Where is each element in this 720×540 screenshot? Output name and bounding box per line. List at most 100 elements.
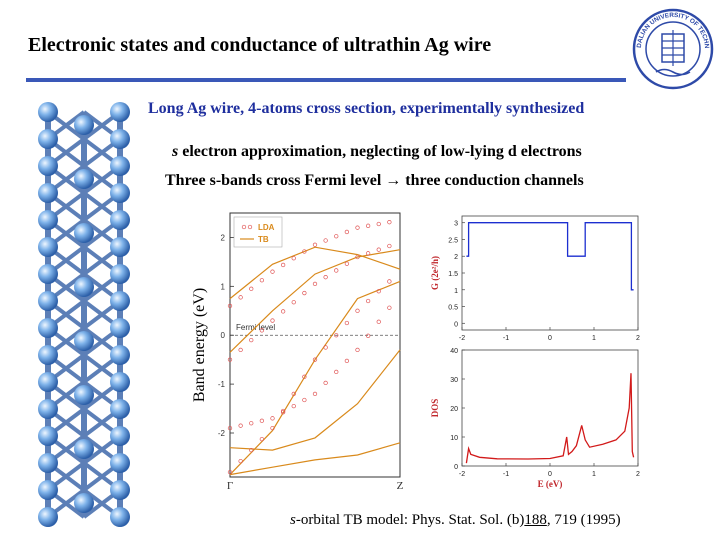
lda-band-point <box>365 298 371 304</box>
atom <box>110 264 130 284</box>
bullet-conduction-channels: Three s-bands cross Fermi level → three … <box>165 172 584 189</box>
lda-band-point <box>291 256 296 261</box>
lda-band-point <box>227 303 233 309</box>
atom <box>38 453 58 473</box>
atom <box>110 507 130 527</box>
atom <box>38 345 58 365</box>
atom <box>38 507 58 527</box>
lda-band-point <box>280 262 286 268</box>
y-tick-label: 2 <box>221 233 226 242</box>
atom <box>110 156 130 176</box>
conductance-y-tick-label: 0 <box>454 321 458 328</box>
title-underline <box>26 78 626 82</box>
atom <box>38 399 58 419</box>
tb-band-line <box>229 442 401 476</box>
atom <box>38 318 58 338</box>
lda-band-point <box>312 391 318 397</box>
lda-band-point <box>280 410 286 415</box>
lda-band-point <box>344 261 350 266</box>
lda-band-point <box>312 281 318 287</box>
dos-chart: 0 10 20 30 40 -2 -1 0 1 2 DOS E (eV) <box>430 348 640 489</box>
dos-y-tick-label: 20 <box>450 406 458 413</box>
atom <box>38 426 58 446</box>
conductance-frame <box>461 215 639 331</box>
ag-nanowire-illustration <box>38 102 130 527</box>
lda-band-point <box>291 403 296 409</box>
lda-band-point <box>227 469 233 475</box>
conductance-chart: 0 0.5 1 1.5 2 2.5 3 -2 -1 0 1 2 G (2e²/h) <box>430 215 640 342</box>
atom <box>74 223 94 243</box>
lda-band-point <box>238 347 243 353</box>
dos-x-tick-label: 1 <box>592 471 596 478</box>
atom <box>110 345 130 365</box>
atom <box>110 426 130 446</box>
atom <box>74 115 94 135</box>
atom <box>38 102 58 122</box>
lda-band-point <box>238 458 243 464</box>
lda-band-point <box>344 320 350 326</box>
lda-band-point <box>387 243 392 249</box>
atom <box>110 129 130 149</box>
atom <box>74 439 94 459</box>
lda-band-point <box>355 254 360 260</box>
tb-band-line <box>229 246 401 300</box>
x-tick-label: Γ <box>227 480 233 492</box>
atom <box>110 210 130 230</box>
lda-band-point <box>323 345 328 350</box>
band-legend-box <box>233 216 283 248</box>
lda-band-point <box>334 268 339 273</box>
lda-band-point <box>238 295 243 300</box>
atom <box>110 453 130 473</box>
dos-frame <box>461 349 639 467</box>
tb-band-line <box>229 280 401 476</box>
conductance-y-tick-label: 1 <box>454 288 458 295</box>
atom <box>74 493 94 513</box>
slide-title: Electronic states and conductance of ult… <box>28 34 492 56</box>
lda-band-point <box>323 380 328 386</box>
atom <box>38 480 58 500</box>
dos-curve <box>465 373 635 464</box>
lda-band-point <box>355 225 360 230</box>
atom <box>38 372 58 392</box>
lda-band-point <box>270 425 275 431</box>
atom <box>74 385 94 405</box>
conductance-x-tick-label: -1 <box>503 335 509 342</box>
lda-band-point <box>259 436 265 442</box>
legend-lda-marker <box>247 224 253 230</box>
lda-band-point <box>334 369 339 375</box>
lda-band-point <box>387 279 392 284</box>
atom <box>110 480 130 500</box>
lda-band-point <box>344 229 350 235</box>
lda-band-point <box>387 305 392 310</box>
atom <box>38 264 58 284</box>
lda-band-point <box>238 423 243 428</box>
lda-band-point <box>302 290 307 296</box>
lda-band-point <box>270 416 275 421</box>
y-tick-label: -1 <box>218 380 226 389</box>
lda-band-point <box>387 220 392 225</box>
dos-x-axis-label: E (eV) <box>538 479 563 489</box>
lda-band-point <box>249 447 254 453</box>
atom <box>110 372 130 392</box>
lda-band-point <box>227 357 233 362</box>
atom <box>38 291 58 311</box>
dos-y-tick-label: 0 <box>454 464 458 471</box>
atom <box>110 102 130 122</box>
conductance-y-tick-label: 0.5 <box>448 305 458 312</box>
band-plot-frame <box>229 212 401 478</box>
atom <box>74 277 94 297</box>
lda-band-point <box>312 357 318 362</box>
lda-band-point <box>302 397 307 403</box>
lda-band-point <box>291 391 296 397</box>
lda-band-point <box>270 318 275 323</box>
atom <box>110 183 130 203</box>
lda-band-point <box>355 308 360 313</box>
conductance-y-tick-label: 3 <box>454 221 458 228</box>
lda-band-point <box>249 337 254 343</box>
conductance-x-tick-label: -2 <box>459 335 465 342</box>
lda-band-point <box>291 300 296 305</box>
dos-x-tick-label: 0 <box>548 471 552 478</box>
lda-band-point <box>365 251 371 256</box>
legend-tb-label: TB <box>258 235 269 244</box>
lda-band-point <box>227 425 233 431</box>
